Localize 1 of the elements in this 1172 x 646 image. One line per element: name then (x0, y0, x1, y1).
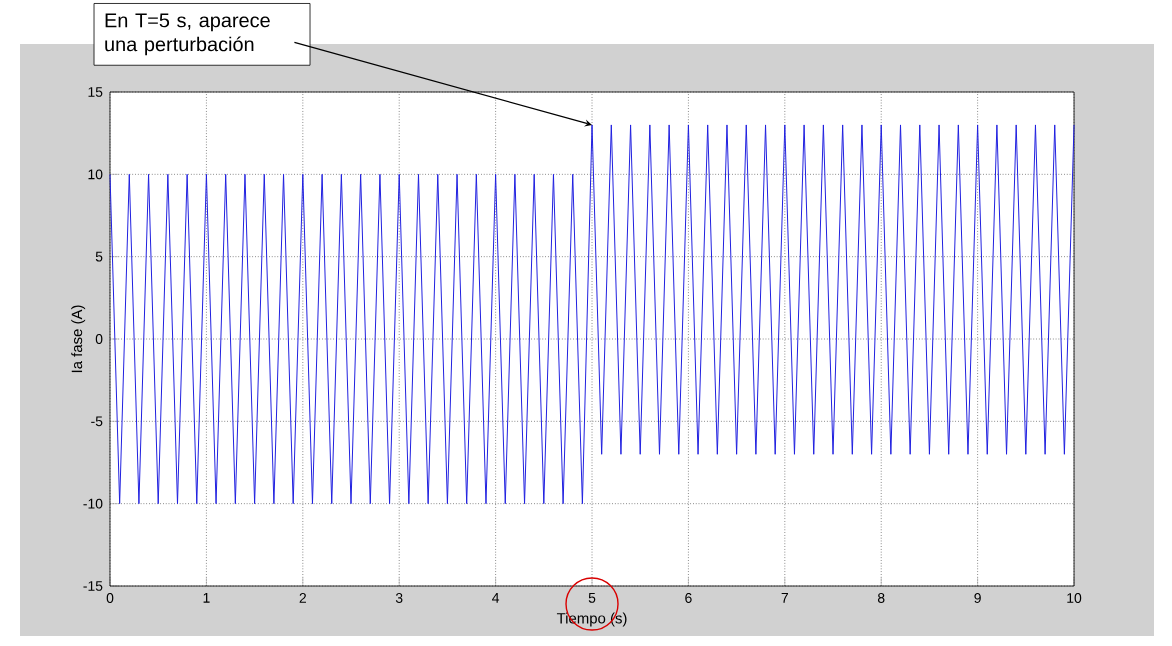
annotation: En T=5 s, aparece una perturbación (105, 13, 270, 56)
